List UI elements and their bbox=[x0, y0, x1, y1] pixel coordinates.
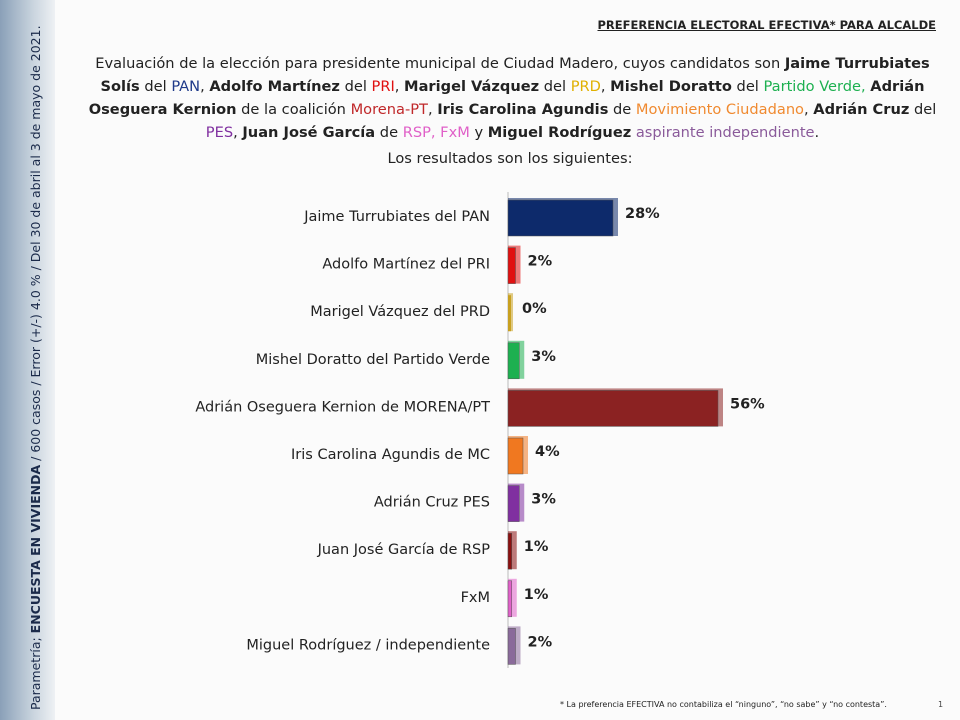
bar bbox=[507, 532, 512, 570]
text-run: Jaime Turrubiates Solís bbox=[100, 55, 930, 95]
value-label: 3% bbox=[531, 349, 556, 365]
category-label: FxM bbox=[461, 590, 490, 606]
bar-side bbox=[508, 531, 517, 570]
bar-side bbox=[508, 578, 517, 617]
text-run: PAN bbox=[171, 78, 201, 95]
value-label: 0% bbox=[522, 301, 547, 317]
bar bbox=[507, 390, 719, 427]
text-run: de bbox=[375, 124, 403, 141]
text-run: Adrián Cruz bbox=[813, 101, 910, 118]
bar bbox=[507, 247, 516, 284]
chart-subtitle: Los resultados son los siguientes: bbox=[387, 150, 633, 167]
bar bbox=[507, 580, 512, 618]
text-run: PES bbox=[205, 124, 234, 141]
text-run: Mishel Doratto bbox=[610, 78, 732, 95]
category-label: Iris Carolina Agundis de MC bbox=[291, 447, 490, 463]
text-run: de bbox=[608, 101, 636, 118]
bar bbox=[507, 199, 614, 237]
category-label: Juan José García de RSP bbox=[317, 542, 491, 558]
text-run: y bbox=[469, 124, 488, 141]
text-run: de la coalición bbox=[236, 101, 351, 118]
text-run: del bbox=[339, 78, 372, 95]
text-run: , bbox=[394, 78, 405, 95]
text-run: , bbox=[233, 124, 243, 141]
text-run: Adolfo Martínez bbox=[209, 78, 340, 95]
value-label: 2% bbox=[528, 254, 553, 270]
text-run: Evaluación de la elección para president… bbox=[95, 55, 785, 72]
value-label: 28% bbox=[625, 206, 660, 222]
text-run: Miguel Rodríguez bbox=[487, 124, 632, 141]
category-label: Adolfo Martínez del PRI bbox=[322, 257, 490, 273]
category-label: Mishel Doratto del Partido Verde bbox=[256, 352, 490, 368]
slide-title: PREFERENCIA ELECTORAL EFECTIVA* PARA ALC… bbox=[597, 18, 937, 32]
value-label: 56% bbox=[730, 396, 765, 412]
text-run: Juan José García bbox=[242, 124, 376, 141]
text-run: , bbox=[861, 78, 871, 95]
text-run: del bbox=[139, 78, 172, 95]
text-run: del bbox=[539, 78, 571, 95]
bar bbox=[507, 485, 520, 522]
text-run: del bbox=[731, 78, 764, 95]
text-run: Partido Verde bbox=[763, 78, 862, 95]
value-label: 1% bbox=[524, 539, 549, 555]
bar bbox=[507, 628, 516, 665]
bar bbox=[507, 342, 520, 380]
text-run: Iris Carolina Agundis bbox=[437, 101, 609, 118]
text-run: Movimiento Ciudadano bbox=[635, 101, 804, 118]
text-run: Morena-PT bbox=[350, 101, 428, 118]
footnote: * La preferencia EFECTIVA no contabiliza… bbox=[560, 700, 887, 709]
category-label: Miguel Rodríguez / independiente bbox=[246, 637, 490, 653]
sidebar: Parametría; ENCUESTA EN VIVIENDA / 600 c… bbox=[0, 0, 55, 720]
text-run: , bbox=[804, 101, 814, 118]
text-run: aspirante independiente bbox=[631, 124, 815, 141]
page-number: 1 bbox=[938, 700, 944, 709]
intro-paragraph: Evaluación de la elección para president… bbox=[85, 52, 940, 144]
text-run: , bbox=[600, 78, 611, 95]
value-label: 3% bbox=[531, 492, 556, 508]
category-label: Marigel Vázquez del PRD bbox=[310, 304, 490, 320]
text-run: PRD bbox=[570, 78, 601, 95]
value-label: 4% bbox=[535, 444, 560, 460]
text-run: Adrián Oseguera Kernion bbox=[88, 78, 925, 118]
text-run: RSP, FxM bbox=[402, 124, 470, 141]
bar bbox=[507, 437, 524, 475]
category-label: Jaime Turrubiates del PAN bbox=[303, 209, 490, 225]
text-run: PRI bbox=[371, 78, 395, 95]
text-run: , bbox=[200, 78, 210, 95]
category-label: Adrián Oseguera Kernion de MORENA/PT bbox=[195, 399, 490, 415]
value-label: 2% bbox=[528, 634, 553, 650]
text-run: , bbox=[427, 101, 438, 118]
text-run: del bbox=[909, 101, 937, 118]
bar-stub bbox=[508, 295, 511, 332]
value-label: 1% bbox=[524, 587, 549, 603]
text-run: . bbox=[814, 124, 820, 141]
category-label: Adrián Cruz PES bbox=[374, 495, 490, 511]
text-run: Marigel Vázquez bbox=[404, 78, 540, 95]
